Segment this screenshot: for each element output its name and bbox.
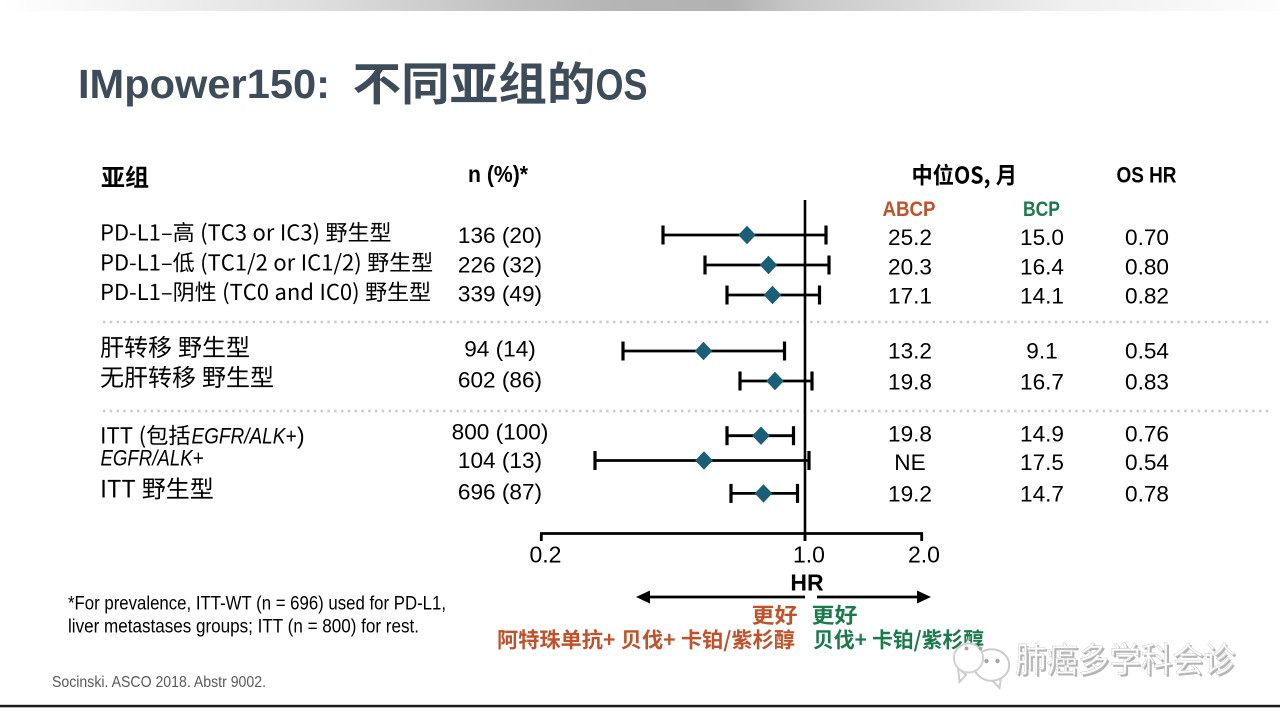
svg-text:0.80: 0.80 <box>1125 255 1169 280</box>
svg-text:Socinski. ASCO 2018. Abstr 900: Socinski. ASCO 2018. Abstr 9002. <box>52 674 266 691</box>
svg-text:136 (20): 136 (20) <box>458 223 542 248</box>
svg-text:0.78: 0.78 <box>1125 482 1169 507</box>
svg-text:94 (14): 94 (14) <box>464 337 536 362</box>
svg-text:*For prevalence, ITT-WT (n = 6: *For prevalence, ITT-WT (n = 696) used f… <box>68 594 446 615</box>
svg-text:14.7: 14.7 <box>1020 482 1064 507</box>
svg-text:14.1: 14.1 <box>1020 284 1064 309</box>
svg-text:liver metastases groups; ITT (: liver metastases groups; ITT (n = 800) f… <box>68 617 419 638</box>
svg-text:n (%)*: n (%)* <box>468 161 528 187</box>
svg-text:339 (49): 339 (49) <box>458 282 542 307</box>
svg-text:14.9: 14.9 <box>1020 422 1064 447</box>
svg-text:EGFR/ALK+: EGFR/ALK+ <box>101 446 204 471</box>
svg-text:602 (86): 602 (86) <box>458 368 542 393</box>
svg-text:EGFR/ALK+: EGFR/ALK+ <box>192 424 297 449</box>
svg-text:0.70: 0.70 <box>1125 225 1169 250</box>
svg-text:19.8: 19.8 <box>888 370 932 395</box>
svg-text:19.8: 19.8 <box>888 422 932 447</box>
svg-text:2.0: 2.0 <box>908 542 940 568</box>
svg-text:20.3: 20.3 <box>888 255 932 280</box>
svg-text:0.76: 0.76 <box>1125 422 1169 447</box>
svg-text:9.1: 9.1 <box>1026 339 1057 364</box>
svg-text:696 (87): 696 (87) <box>458 480 542 505</box>
svg-text:104 (13): 104 (13) <box>458 448 542 473</box>
svg-text:HR: HR <box>790 570 824 596</box>
svg-text:IMpower150:: IMpower150: <box>78 61 330 107</box>
svg-text:1.0: 1.0 <box>793 542 825 568</box>
svg-text:19.2: 19.2 <box>888 482 932 507</box>
svg-text:0.54: 0.54 <box>1125 450 1169 475</box>
svg-text:16.7: 16.7 <box>1020 370 1064 395</box>
svg-text:25.2: 25.2 <box>888 225 932 250</box>
svg-text:0.82: 0.82 <box>1125 284 1169 309</box>
svg-text:ABCP: ABCP <box>883 198 936 221</box>
svg-text:BCP: BCP <box>1023 198 1060 221</box>
svg-text:0.83: 0.83 <box>1125 370 1169 395</box>
svg-text:OS: OS <box>596 61 648 110</box>
svg-text:16.4: 16.4 <box>1020 255 1064 280</box>
svg-text:NE: NE <box>894 450 925 475</box>
svg-text:13.2: 13.2 <box>888 339 932 364</box>
svg-text:OS HR: OS HR <box>1117 163 1177 188</box>
svg-text:226 (32): 226 (32) <box>458 253 542 278</box>
svg-text:800 (100): 800 (100) <box>452 420 549 445</box>
svg-text:17.5: 17.5 <box>1020 450 1064 475</box>
svg-text:17.1: 17.1 <box>888 284 932 309</box>
svg-text:0.2: 0.2 <box>530 542 562 568</box>
svg-text:15.0: 15.0 <box>1020 225 1064 250</box>
svg-text:): ) <box>297 423 305 449</box>
svg-text:0.54: 0.54 <box>1125 339 1169 364</box>
